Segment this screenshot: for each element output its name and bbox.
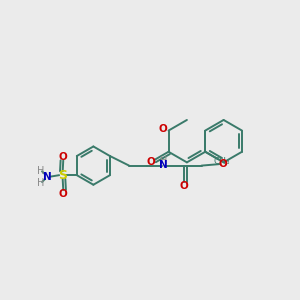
- Text: O: O: [59, 189, 68, 199]
- Text: H: H: [37, 166, 45, 176]
- Text: H: H: [37, 178, 45, 188]
- Text: N: N: [160, 160, 168, 170]
- Text: O: O: [147, 157, 156, 167]
- Text: O: O: [59, 152, 68, 162]
- Text: N: N: [43, 172, 52, 182]
- Text: O: O: [159, 124, 168, 134]
- Text: H: H: [160, 156, 167, 166]
- Text: O: O: [218, 159, 227, 169]
- Text: S: S: [58, 169, 67, 182]
- Text: CH₃: CH₃: [213, 157, 230, 166]
- Text: O: O: [179, 181, 188, 190]
